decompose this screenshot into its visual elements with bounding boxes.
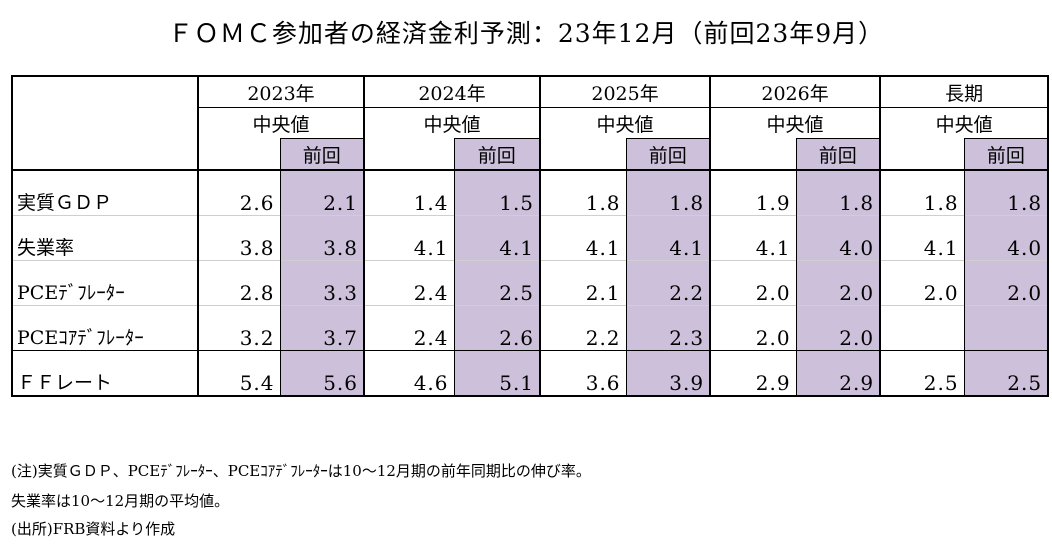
median-header: 中央値 [364,107,542,139]
previous-value: 3.7 [279,305,366,351]
previous-value: 2.5 [453,260,542,306]
median-header: 中央値 [540,107,712,139]
median-value: 2.4 [364,260,455,306]
median-value: 5.4 [198,350,280,396]
median-value: 1.8 [923,191,959,215]
previous-value: 2.2 [625,260,712,306]
year-header: 長期 [880,76,1049,108]
prev-header: 前回 [279,138,366,170]
note-line: (注)実質ＧＤＰ、PCEﾃﾞﾌﾚｰﾀｰ、PCEｺｱﾃﾞﾌﾚｰﾀｰは10～12月期… [11,462,591,480]
previous-value: 4.0 [795,215,882,261]
previous-value: 5.1 [453,350,542,396]
median-value: 3.6 [540,350,627,396]
median-value: 3.2 [198,305,280,351]
median-header-row: 中央値 中央値 中央値 中央値 中央値 [12,107,1048,139]
median-value: 2.0 [880,260,965,306]
previous-value: 1.8 [625,170,712,216]
table-row: 実質ＧＤＰ 2.6 2.1 1.4 1.5 1.8 1.8 1.9 1.8 1.8 1.8 [12,170,1049,216]
median-value: 3.8 [198,215,280,261]
row-label: PCEﾃﾞﾌﾚｰﾀｰ [12,260,199,306]
previous-value: 1.8 [795,170,882,216]
previous-value: 4.1 [453,215,542,261]
median-value: 4.6 [364,350,455,396]
previous-value [963,305,1049,351]
median-value: 2.5 [880,350,965,396]
previous-value: 2.5 [963,350,1049,396]
previous-value: 1.5 [453,170,542,216]
median-header: 中央値 [935,113,993,136]
table-row: PCEﾃﾞﾌﾚｰﾀｰ 2.8 3.3 2.4 2.5 2.1 2.2 2.0 2.0 2.0 2.0 [12,260,1049,306]
median-value: 2.9 [710,350,797,396]
median-value [880,305,965,351]
forecast-table: 2023年 2024年 2025年 2026年 長期 中央値 中央値 中央値 中… [11,75,1049,397]
row-label: 失業率 [12,215,199,261]
year-header: 2023年 [198,76,366,108]
median-value: 4.1 [880,215,965,261]
previous-value: 2.0 [795,260,882,306]
previous-value: 5.6 [279,350,366,396]
previous-value: 4.0 [963,215,1049,261]
median-value: 4.1 [710,215,797,261]
previous-value: 2.0 [795,305,882,351]
median-header: 中央値 [198,107,366,139]
year-header-row: 2023年 2024年 2025年 2026年 長期 [12,76,1049,108]
data-rows: 実質ＧＤＰ 2.6 2.1 1.4 1.5 1.8 1.8 1.9 1.8 1.8 1.8 失業率 3.… [12,170,1049,396]
median-header: 中央値 [710,107,882,139]
year-header: 2025年 [540,76,712,108]
prev-header-row: 前回 前回 前回 前回 前回 [12,138,1049,170]
table-row: PCEｺｱﾃﾞﾌﾚｰﾀｰ 3.2 3.7 2.4 2.6 2.2 2.3 2.0 2.0 [12,305,1049,351]
median-value: 4.1 [540,215,627,261]
prev-header: 前回 [795,138,882,170]
row-label: ＦＦレート [12,350,199,396]
table-row: ＦＦレート 5.4 5.6 4.6 5.1 3.6 3.9 2.9 2.9 2.5 2.5 [12,350,1049,396]
previous-value: 1.8 [963,170,1049,216]
previous-value: 2.9 [795,350,882,396]
median-value: 2.1 [540,260,627,306]
previous-value: 2.0 [963,260,1049,306]
previous-value: 3.9 [625,350,712,396]
median-value: 2.2 [540,305,627,351]
median-value: 1.9 [755,191,791,215]
prev-header: 前回 [963,138,1049,170]
median-value: 1.8 [585,191,621,215]
previous-value: 2.3 [625,305,712,351]
table-body: 2023年 2024年 2025年 2026年 長期 中央値 中央値 中央値 中… [12,76,1049,170]
median-value: 4.1 [364,215,455,261]
previous-value: 3.8 [279,215,366,261]
page-title: ＦＯＭＣ参加者の経済金利予測：23年12月（前回23年9月） [167,19,885,48]
median-value: 2.0 [710,305,797,351]
median-value: 2.6 [239,191,275,215]
note-line: 失業率は10～12月期の平均値。 [11,492,230,510]
median-value: 2.0 [710,260,797,306]
median-value: 2.4 [364,305,455,351]
row-label: 実質ＧＤＰ [12,170,199,216]
prev-header: 前回 [453,138,542,170]
year-header: 2024年 [364,76,542,108]
source-line: (出所)FRB資料より作成 [11,520,176,538]
row-label: PCEｺｱﾃﾞﾌﾚｰﾀｰ [12,305,199,351]
median-value: 1.4 [413,191,449,215]
previous-value: 2.6 [453,305,542,351]
previous-value: 3.3 [279,260,366,306]
table-row: 失業率 3.8 3.8 4.1 4.1 4.1 4.1 4.1 4.0 4.1 4.0 [12,215,1049,261]
previous-value: 2.1 [279,170,366,216]
previous-value: 4.1 [625,215,712,261]
year-header: 2026年 [710,76,882,108]
prev-header: 前回 [625,138,712,170]
median-value: 2.8 [198,260,280,306]
